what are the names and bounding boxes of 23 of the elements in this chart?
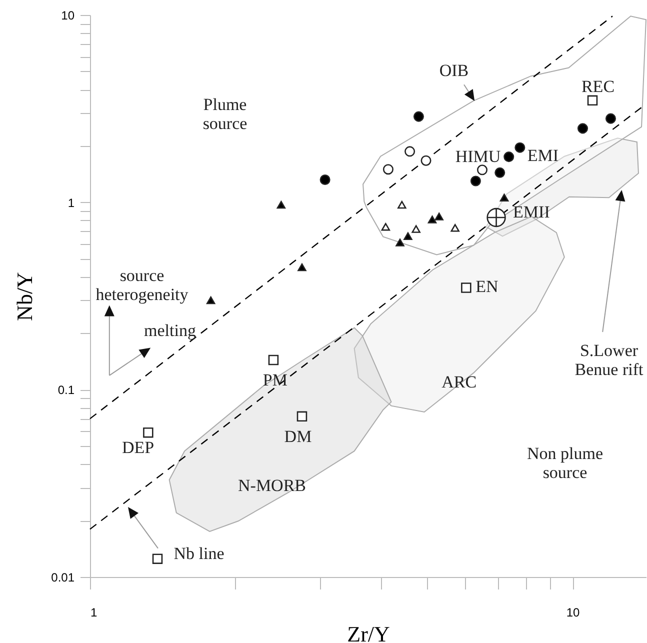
y-tick-label: 1 [68, 196, 75, 210]
annotation: EMI [527, 146, 559, 165]
annotation: DEP [122, 438, 154, 457]
y-axis-title: Nb/Y [12, 272, 38, 321]
annotation: EN [476, 277, 498, 296]
annotation: melting [144, 321, 196, 340]
annotation: S.Lower Benue rift [574, 341, 644, 379]
y-tick-label: 0.01 [51, 570, 75, 584]
annotation: N-MORB [238, 476, 306, 495]
annotation: ARC [442, 372, 477, 392]
x-axis-title: Zr/Y [347, 622, 390, 643]
y-tick-label: 0.1 [58, 383, 75, 398]
annotation: EMII [513, 202, 550, 222]
annotation: Plume source [202, 95, 248, 133]
annotation: Nb line [174, 544, 224, 563]
y-tick-label: 10 [61, 8, 75, 22]
annotation: REC [581, 77, 615, 96]
annotation: source heterogeneity [96, 266, 189, 304]
annotation: OIB [439, 61, 469, 80]
annotation: DM [284, 427, 312, 446]
annotation: HIMU [455, 147, 501, 166]
annotation: Non plume source [526, 444, 604, 482]
annotation: PM [262, 370, 288, 390]
